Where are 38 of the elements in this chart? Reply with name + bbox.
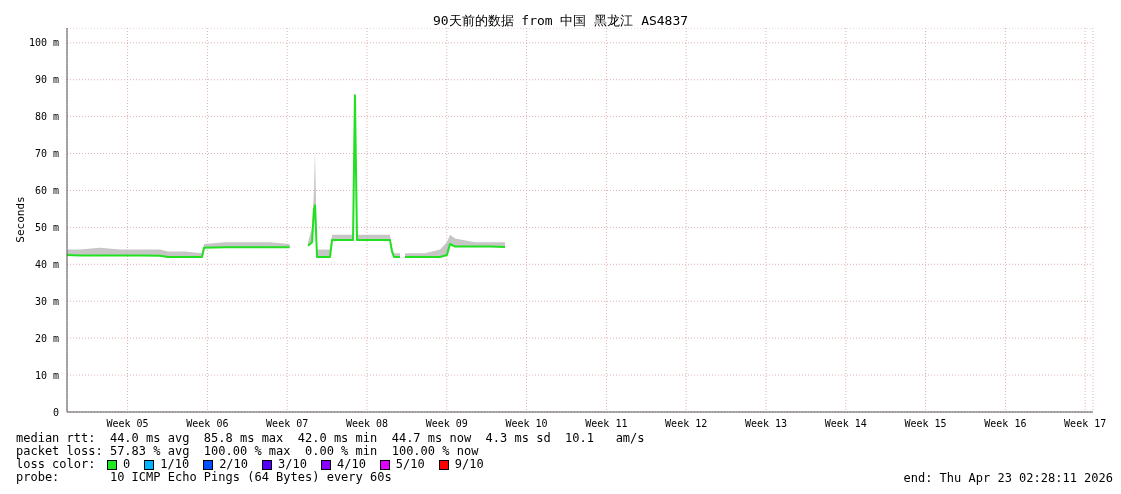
x-tick-label: Week 14: [824, 418, 867, 430]
text: 4/10: [335, 457, 366, 471]
y-tick-label: 50 m: [34, 221, 59, 233]
y-tick-label: 0: [52, 406, 59, 418]
text: 3/10: [277, 457, 307, 471]
y-tick-label: 40 m: [34, 258, 59, 270]
y-tick-label: 80 m: [34, 111, 59, 123]
x-tick-label: Week 05: [106, 418, 149, 430]
y-tick-label: 100 m: [28, 37, 59, 49]
text: median rtt: 44.0 ms avg 85.8 ms max 42.0 ms min 44.7 ms now 4.3 ms sd 10.1 am/s: [16, 431, 645, 445]
y-tick-label: 90 m: [34, 74, 59, 86]
y-tick-label: 10 m: [34, 369, 59, 381]
y-tick-label: 20 m: [34, 332, 59, 344]
x-tick-label: Week 06: [186, 418, 229, 430]
text: 1/10: [159, 457, 190, 471]
x-tick-label: Week 12: [665, 418, 708, 430]
x-tick-label: Week 17: [1064, 418, 1107, 430]
text: packet loss: 57.83 % avg 100.00 % max 0.00 % min 100.00 % now: [16, 444, 480, 458]
x-tick-label: Week 08: [345, 418, 389, 430]
y-axis-title: Seconds: [13, 195, 27, 245]
x-tick-label: Week 11: [585, 418, 628, 430]
text: 5/10: [394, 457, 425, 471]
x-tick-label: Week 10: [505, 418, 548, 430]
text: end: Thu Apr 23 02:28:11 2026: [903, 471, 1113, 485]
x-tick-label: Week 07: [266, 418, 309, 430]
y-tick-label: 60 m: [34, 185, 59, 197]
text: 0: [122, 457, 131, 471]
x-tick-label: Week 09: [425, 418, 468, 430]
text: probe: 10 ICMP Echo Pings (64 Bytes) every 60s: [16, 470, 393, 484]
y-tick-label: 70 m: [34, 148, 59, 160]
x-tick-label: Week 15: [904, 418, 947, 430]
chart-title: 90天前的数据 from 中国 黑龙江 AS4837: [431, 12, 690, 30]
text: loss color:: [16, 457, 97, 471]
x-tick-label: Week 13: [744, 418, 788, 430]
text: 9/10: [453, 457, 484, 471]
text: 2/10: [218, 457, 249, 471]
y-tick-label: 30 m: [34, 295, 59, 307]
x-tick-label: Week 16: [984, 418, 1027, 430]
